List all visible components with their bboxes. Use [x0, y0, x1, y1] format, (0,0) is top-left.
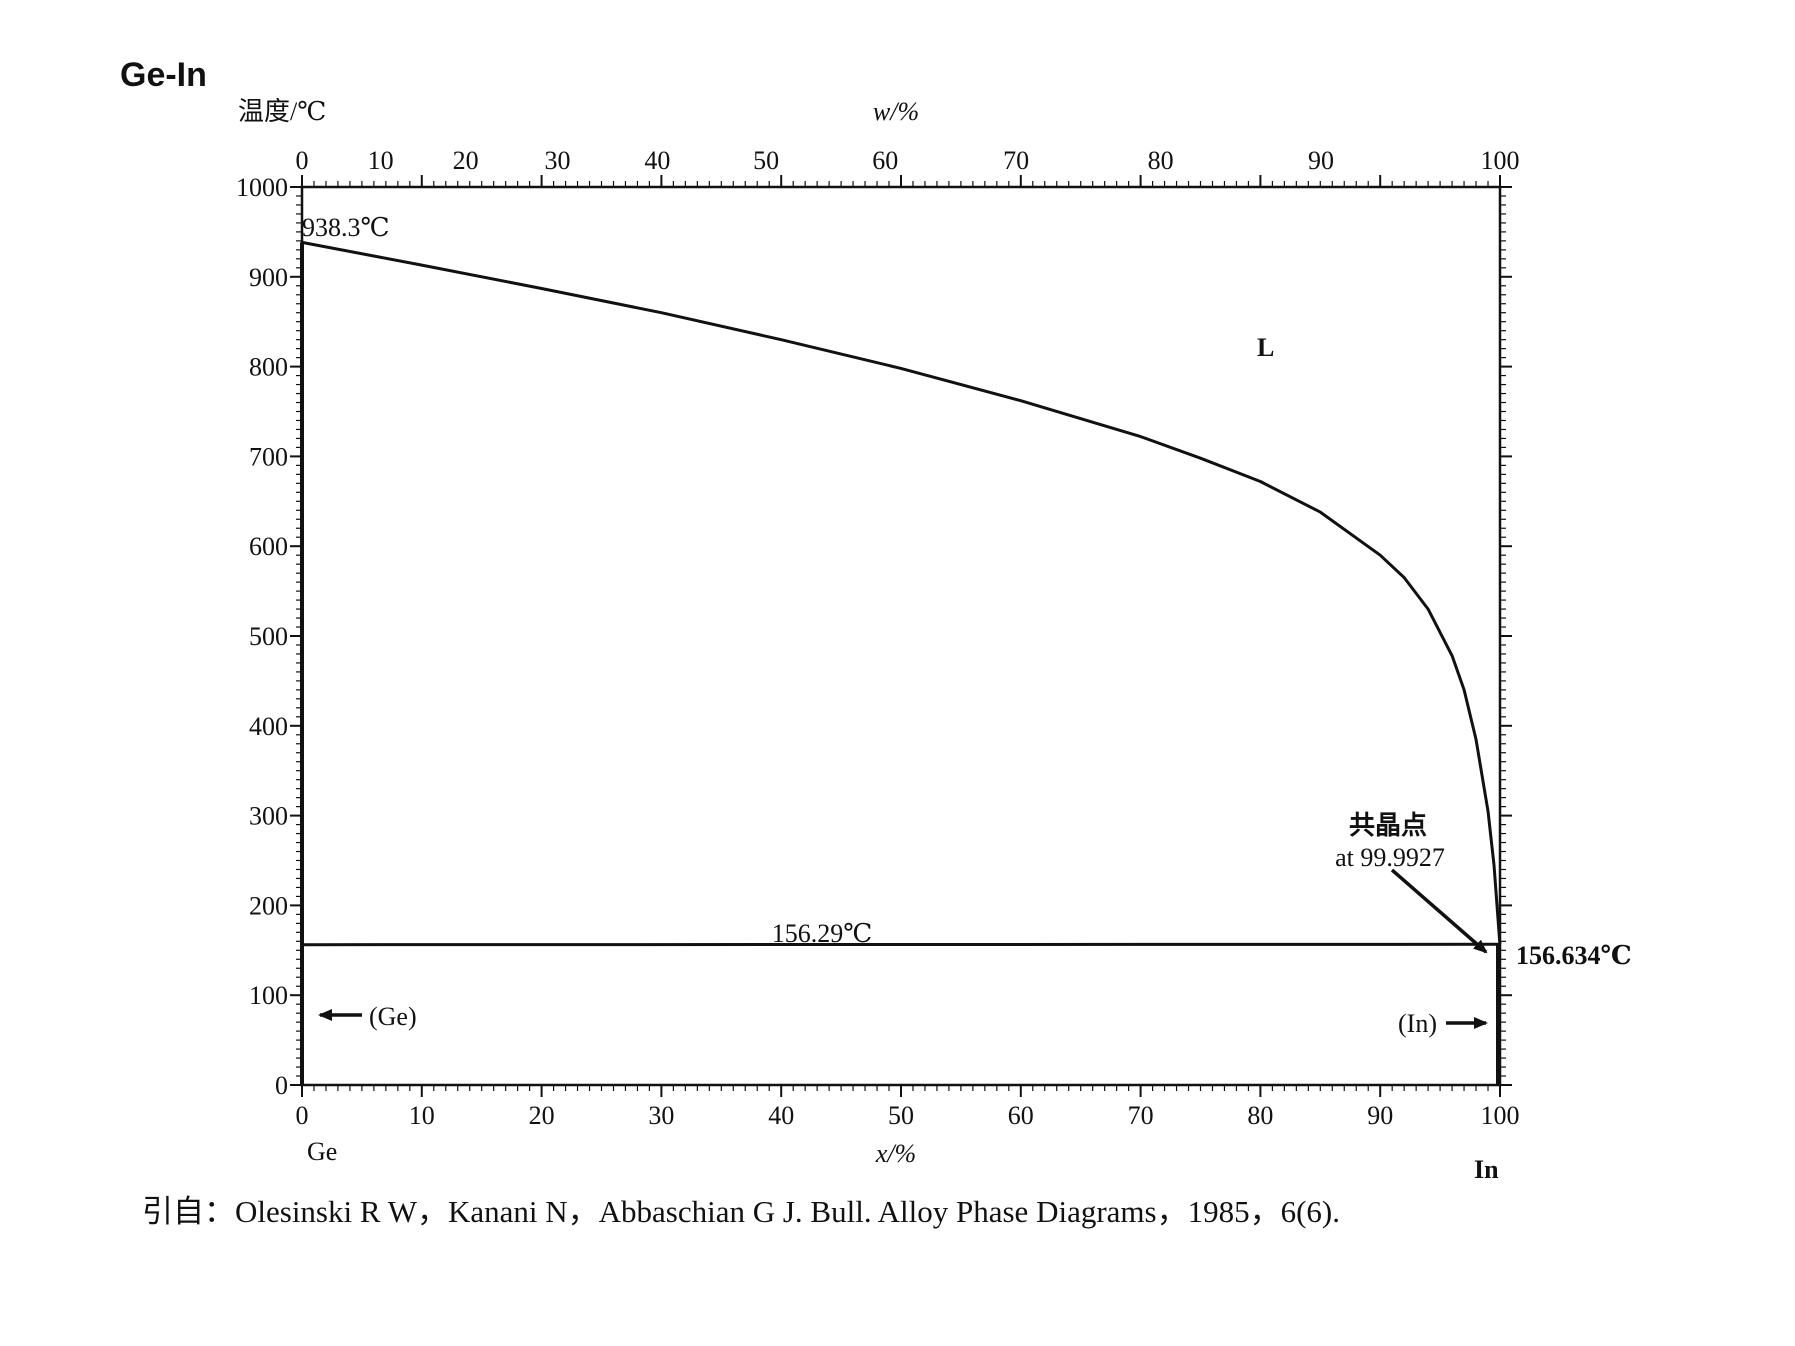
y-tick-label: 600	[249, 532, 288, 561]
y-tick-label: 900	[249, 263, 288, 292]
eutectic-temp-left-label: 156.29℃	[772, 919, 873, 948]
x2-tick-label: 0	[296, 146, 309, 175]
x2-tick-label: 30	[545, 146, 571, 175]
axis-ticks	[290, 175, 1512, 1097]
x-tick-label: 30	[648, 1101, 674, 1130]
x-tick-label: 70	[1128, 1101, 1154, 1130]
eutectic-temp-right-label: 156.634℃	[1516, 941, 1632, 970]
citation-text: 引自：Olesinski R W，Kanani N，Abbaschian G J…	[142, 1194, 1340, 1229]
x2-tick-label: 40	[644, 146, 670, 175]
x-tick-label: 60	[1008, 1101, 1034, 1130]
x2-tick-label: 70	[1003, 146, 1029, 175]
x2-tick-label: 20	[453, 146, 479, 175]
x2-tick-label: 10	[368, 146, 394, 175]
chart-title: Ge-In	[120, 56, 207, 94]
y-tick-label: 1000	[236, 173, 288, 202]
x-tick-label: 80	[1247, 1101, 1273, 1130]
y-tick-label: 100	[249, 981, 288, 1010]
x-tick-label: 50	[888, 1101, 914, 1130]
x-tick-label: 100	[1481, 1101, 1520, 1130]
eutectic-point-value: at 99.9927	[1335, 843, 1445, 872]
y-tick-label: 0	[275, 1071, 288, 1100]
x-axis-title: x/%	[875, 1139, 916, 1168]
ge-melting-label: 938.3℃	[302, 213, 390, 242]
top-axis-title: w/%	[873, 97, 919, 126]
eutectic-arrow	[1390, 868, 1488, 954]
y-tick-label: 700	[249, 442, 288, 471]
liquidus-line	[301, 240, 1502, 945]
x-tick-label: 20	[529, 1101, 555, 1130]
x-tick-label: 90	[1367, 1101, 1393, 1130]
x2-tick-label: 90	[1308, 146, 1334, 175]
plot-frame	[300, 185, 1502, 1087]
x-tick-label: 0	[296, 1101, 309, 1130]
x2-tick-label: 80	[1148, 146, 1174, 175]
x2-tick-label: 50	[753, 146, 779, 175]
plot-border	[300, 185, 1502, 1087]
y-tick-label: 200	[249, 891, 288, 920]
y-tick-label: 800	[249, 353, 288, 382]
x2-tick-label: 100	[1481, 146, 1520, 175]
component-right-label: In	[1474, 1155, 1499, 1184]
x2-tick-label: 60	[872, 146, 898, 175]
in-solid-label: (In)	[1398, 1009, 1437, 1038]
liquid-region-label: L	[1257, 333, 1274, 362]
y-tick-label: 400	[249, 712, 288, 741]
x-tick-label: 10	[409, 1101, 435, 1130]
y-axis-title: 温度/℃	[238, 97, 326, 126]
ge-solid-label: (Ge)	[369, 1002, 417, 1031]
eutectic-point-label: 共晶点	[1349, 810, 1427, 840]
x-tick-label: 40	[768, 1101, 794, 1130]
series-lines	[300, 240, 1502, 1085]
y-tick-label: 300	[249, 802, 288, 831]
component-left-label: Ge	[307, 1137, 337, 1166]
y-tick-label: 500	[249, 622, 288, 651]
